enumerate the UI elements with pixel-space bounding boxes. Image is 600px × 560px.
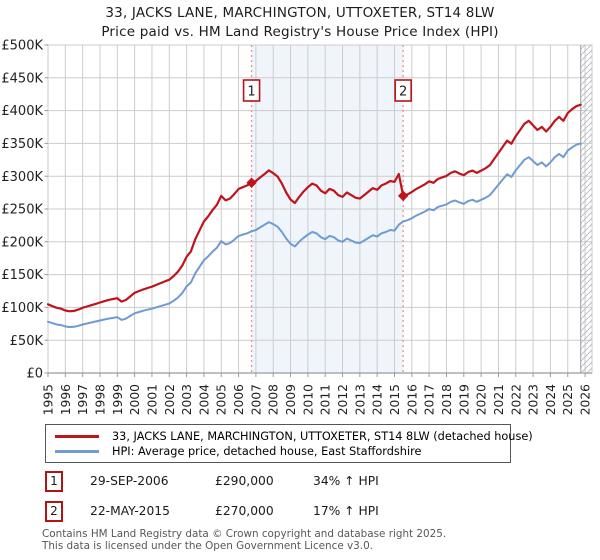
sale-2-date: 22-MAY-2015: [90, 504, 170, 518]
sale-1-diamond-marker: [246, 177, 257, 188]
svg-text:£400K: £400K: [1, 104, 43, 119]
sale-1-label-box: [242, 79, 261, 102]
legend-label-hpi: HPI: Average price, detached house, East…: [112, 445, 422, 458]
sale-2-number-badge: 2: [45, 501, 63, 522]
svg-text:2022: 2022: [509, 384, 523, 415]
sale-2-diamond-marker: [397, 190, 409, 202]
svg-text:2002: 2002: [163, 384, 177, 415]
sale-row-1: 1 29-SEP-2006 £290,000 34% ↑ HPI: [0, 471, 600, 493]
page-subtitle: Price paid vs. HM Land Registry's House …: [101, 24, 499, 40]
svg-text:2008: 2008: [267, 384, 281, 415]
svg-text:2012: 2012: [336, 384, 350, 415]
sale-row-2: 2 22-MAY-2015 £270,000 17% ↑ HPI: [0, 501, 600, 523]
sale-1-date: 29-SEP-2006: [90, 474, 169, 488]
svg-text:£200K: £200K: [1, 235, 43, 250]
svg-text:£350K: £350K: [1, 137, 43, 152]
svg-text:2006: 2006: [232, 384, 246, 415]
sale-1-label: 1: [247, 85, 255, 100]
svg-text:2023: 2023: [527, 384, 541, 415]
sale-2-label-box: [394, 79, 412, 102]
svg-text:2001: 2001: [145, 384, 159, 415]
svg-text:2019: 2019: [457, 384, 471, 415]
svg-text:2009: 2009: [284, 384, 298, 415]
svg-text:£250K: £250K: [1, 203, 43, 218]
svg-text:2000: 2000: [128, 384, 142, 415]
svg-text:2020: 2020: [475, 384, 489, 415]
legend-row-price: 33, JACKS LANE, MARCHINGTON, UTTOXETER, …: [46, 429, 533, 444]
price-line-swatch: [55, 435, 99, 438]
svg-text:£450K: £450K: [1, 71, 43, 86]
svg-text:2013: 2013: [353, 384, 367, 415]
svg-text:2018: 2018: [440, 384, 454, 415]
svg-text:£150K: £150K: [1, 268, 43, 283]
svg-text:£500K: £500K: [1, 39, 43, 54]
svg-text:2014: 2014: [371, 384, 385, 415]
axis-labels: £0 £50K £100K £150K £200K £250K £300K £350K £400…: [1, 39, 592, 416]
svg-text:1999: 1999: [111, 384, 125, 415]
svg-text:£50K: £50K: [10, 334, 44, 349]
page-title: 33, JACKS LANE, MARCHINGTON, UTTOXETER, …: [105, 5, 495, 21]
hpi-line: [47, 142, 582, 329]
legend-label-price: 33, JACKS LANE, MARCHINGTON, UTTOXETER, …: [112, 430, 533, 443]
sale-1-price: £290,000: [215, 474, 274, 488]
svg-text:£100K: £100K: [1, 301, 43, 316]
svg-text:1996: 1996: [59, 384, 73, 415]
svg-text:£300K: £300K: [1, 170, 43, 185]
svg-text:2007: 2007: [249, 384, 263, 415]
sale-1-hpi-change: 34% ↑ HPI: [313, 474, 379, 488]
footer-line-1: Contains HM Land Registry data © Crown c…: [42, 528, 447, 540]
svg-text:2015: 2015: [388, 384, 402, 415]
footer-line-2: This data is licensed under the Open Gov…: [42, 539, 374, 552]
svg-text:1995: 1995: [42, 384, 56, 415]
price-history-chart: 1 2 £0 £50K £100K £150K £200K £250K £300K £350K £4…: [1, 39, 592, 416]
price-paid-line: [46, 103, 582, 313]
svg-text:2011: 2011: [319, 384, 333, 415]
svg-text:2024: 2024: [544, 384, 558, 415]
sale-2-hpi-change: 17% ↑ HPI: [313, 504, 379, 518]
svg-text:2017: 2017: [423, 384, 437, 415]
svg-text:1997: 1997: [76, 384, 90, 415]
hpi-line-swatch: [55, 450, 99, 453]
svg-text:2021: 2021: [492, 384, 506, 415]
sale-2-label: 2: [399, 85, 407, 100]
sale-1-number-badge: 1: [45, 471, 63, 492]
svg-text:2010: 2010: [301, 384, 315, 415]
svg-text:2025: 2025: [561, 384, 575, 415]
svg-text:2005: 2005: [215, 384, 229, 415]
sale-2-price: £270,000: [215, 504, 274, 518]
chart-legend: 33, JACKS LANE, MARCHINGTON, UTTOXETER, …: [45, 424, 533, 463]
svg-text:2026: 2026: [579, 384, 593, 415]
svg-text:2004: 2004: [197, 384, 211, 415]
license-footer: Contains HM Land Registry data © Crown c…: [42, 528, 598, 552]
svg-text:1998: 1998: [93, 384, 107, 415]
svg-text:2003: 2003: [180, 384, 194, 415]
future-hatch-area: [580, 45, 592, 373]
legend-row-hpi: HPI: Average price, detached house, East…: [46, 444, 510, 459]
svg-text:2016: 2016: [405, 384, 419, 415]
svg-text:£0: £0: [26, 367, 43, 382]
